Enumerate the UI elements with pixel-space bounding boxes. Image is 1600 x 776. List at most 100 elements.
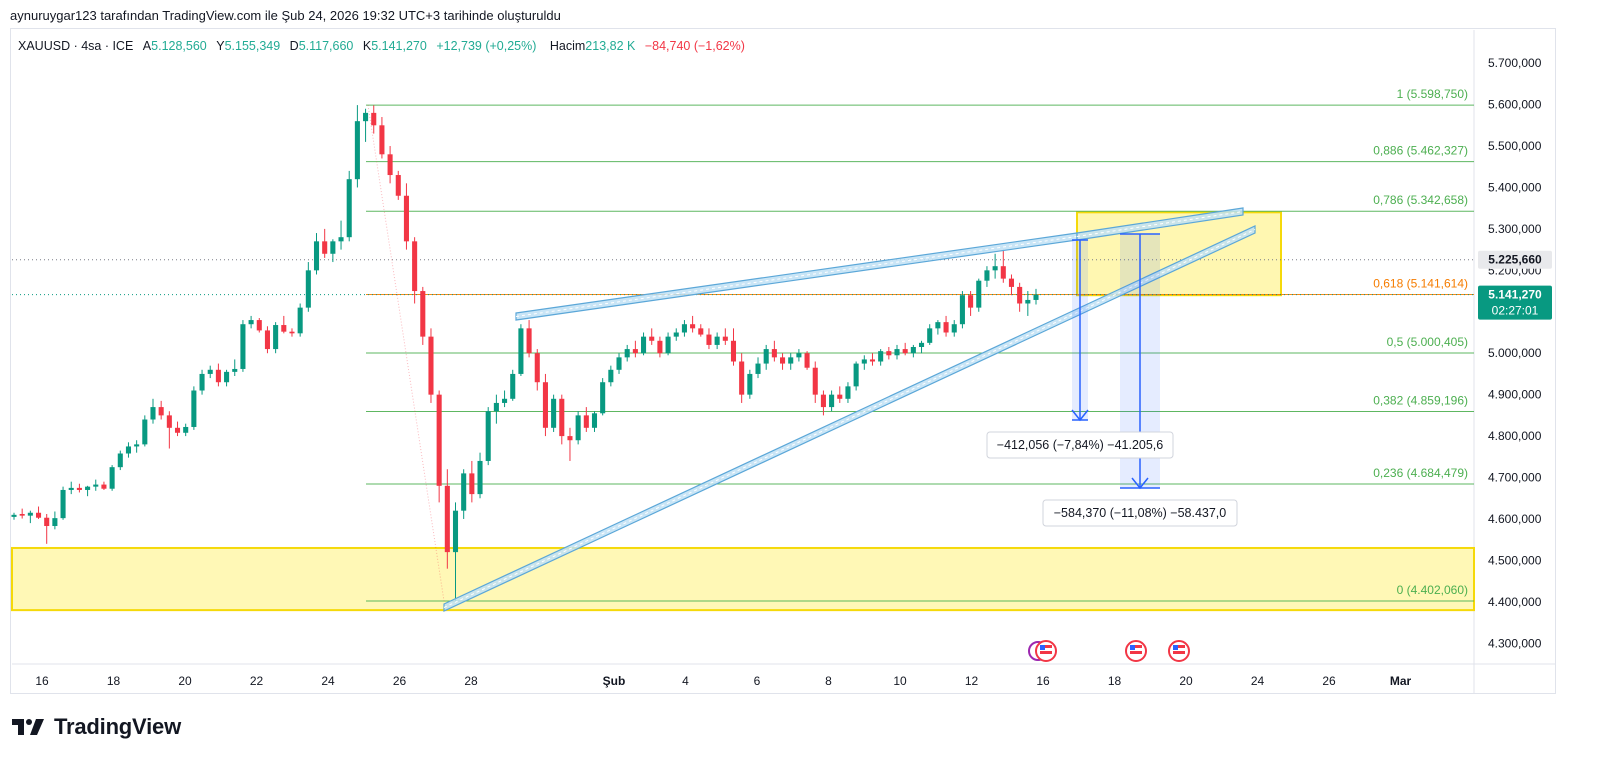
candle-body <box>134 444 140 447</box>
candle-body <box>1000 266 1006 279</box>
candle-body <box>763 349 769 364</box>
candle-body <box>68 487 74 490</box>
candle-body <box>526 328 532 354</box>
candle-body <box>322 241 328 254</box>
measure-short-label-box <box>986 431 1174 459</box>
candle-body <box>191 390 197 427</box>
flag-stripe <box>1173 645 1185 648</box>
price-badge-countdown: 02:27:01 <box>1492 304 1539 318</box>
volume-value: 213,82 K <box>585 39 636 53</box>
lower-channel-band-midline <box>443 229 1256 608</box>
x-tick-label: 10 <box>893 674 907 688</box>
flag-canton <box>1173 645 1178 650</box>
candle-body <box>714 336 720 345</box>
volume-label: Hacim <box>549 39 586 53</box>
candle-body <box>52 518 58 527</box>
y-tick-label: 5.600,000 <box>1488 98 1542 112</box>
fib-level-label: 0,618 (5.141,614) <box>1373 277 1468 291</box>
candle-body <box>166 415 172 428</box>
x-tick-label: 24 <box>1251 674 1265 688</box>
candle-body <box>894 349 900 356</box>
candle-body <box>755 363 761 374</box>
candle-body <box>722 336 728 341</box>
candle-body <box>1025 299 1031 304</box>
y-tick-label: 5.400,000 <box>1488 180 1542 194</box>
fib-level-label: 0 (4.402,060) <box>1397 583 1468 597</box>
candle-body <box>183 426 189 433</box>
x-tick-label: 22 <box>250 674 264 688</box>
candle-body <box>796 353 802 358</box>
y-tick-label: 4.300,000 <box>1488 636 1542 650</box>
candle-body <box>788 357 794 364</box>
candle-body <box>174 427 181 433</box>
candle-body <box>902 349 908 354</box>
candle-body <box>354 121 360 180</box>
candle-body <box>485 411 491 461</box>
candle-body <box>943 322 949 333</box>
open-value: 5.128,560 <box>151 39 207 53</box>
flag-stripe <box>1130 651 1142 654</box>
candle-body <box>60 489 66 519</box>
close-value: 5.141,270 <box>371 39 427 53</box>
brand-name: TradingView <box>54 714 181 739</box>
candle-body <box>837 394 843 399</box>
upper-channel-extension[interactable] <box>1076 207 1244 241</box>
candle-body <box>117 453 123 468</box>
candle-body <box>19 513 25 516</box>
candle-body <box>109 467 115 489</box>
tradingview-logo-icon <box>12 719 44 735</box>
price-badge-current-label: 5.141,270 <box>1488 288 1542 302</box>
candle-body <box>444 485 450 553</box>
candle-body <box>820 394 826 408</box>
fib-level-label: 0,236 (4.684,479) <box>1373 466 1468 480</box>
candle-body <box>215 369 221 383</box>
candle-body <box>1008 278 1015 287</box>
candle-body <box>861 359 867 364</box>
y-tick-label: 4.800,000 <box>1488 429 1542 443</box>
x-tick-label: 26 <box>393 674 407 688</box>
flag-stripe <box>1040 645 1052 648</box>
price-badge-current <box>1478 285 1552 320</box>
symbol-name[interactable]: XAUUSD · 4sa · ICE <box>18 39 134 53</box>
candle-body <box>44 517 50 527</box>
tradingview-logo[interactable]: TradingView <box>12 714 181 740</box>
candle-body <box>534 353 540 383</box>
candle-body <box>951 324 957 333</box>
low-value: 5.117,660 <box>298 39 354 53</box>
y-tick-label: 4.500,000 <box>1488 553 1542 567</box>
candle-body <box>575 415 581 441</box>
close-label: K <box>362 39 372 53</box>
candle-body <box>771 349 777 358</box>
x-tick-label: 26 <box>1322 674 1336 688</box>
candle-body <box>493 402 499 412</box>
candle-body <box>256 320 262 331</box>
y-tick-label: 5.700,000 <box>1488 56 1542 70</box>
candle-body <box>502 398 508 403</box>
x-tick-label: 18 <box>107 674 121 688</box>
candle-body <box>706 334 712 345</box>
y-tick-label: 5.500,000 <box>1488 139 1542 153</box>
candle-body <box>27 512 33 516</box>
attribution-text: aynuruygar123 tarafından TradingView.com… <box>10 8 561 23</box>
candle-body <box>452 510 459 553</box>
candle-body <box>420 291 426 337</box>
candle-body <box>730 340 737 362</box>
y-tick-label: 4.600,000 <box>1488 512 1542 526</box>
lower-channel-band[interactable] <box>443 225 1256 612</box>
y-tick-label: 4.400,000 <box>1488 595 1542 609</box>
upper-channel-extension-fill <box>1076 207 1244 241</box>
candle-body <box>910 347 916 354</box>
candle-body <box>125 446 131 454</box>
candle-body <box>886 351 892 356</box>
candle-body <box>101 484 107 489</box>
candle-body <box>240 324 246 369</box>
flag-canton <box>1130 645 1135 650</box>
x-tick-label: 12 <box>965 674 979 688</box>
upper-channel-band[interactable] <box>515 232 1078 321</box>
candle-body <box>542 382 548 428</box>
candle-body <box>199 373 205 391</box>
candle-body <box>371 112 377 126</box>
candle-body <box>273 325 279 350</box>
candle-body <box>330 241 336 254</box>
